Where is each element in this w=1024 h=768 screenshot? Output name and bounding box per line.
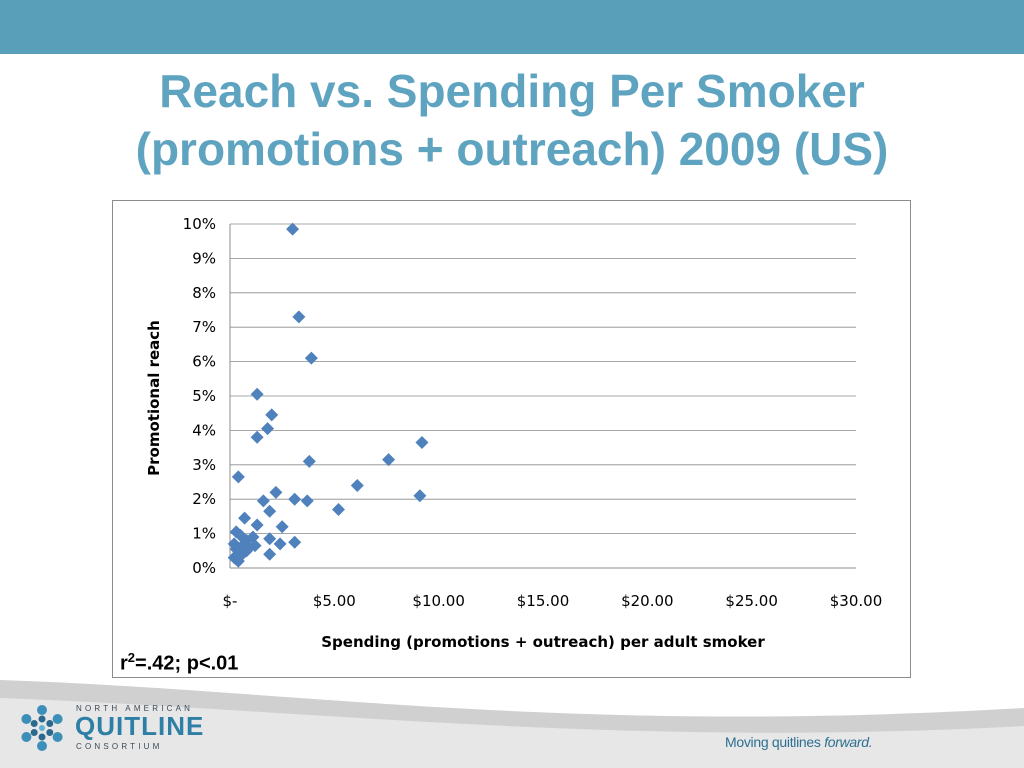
data-point [273,537,287,551]
data-point [288,535,302,549]
slide-title-line-1: Reach vs. Spending Per Smoker [159,65,865,117]
data-point [250,518,264,532]
slide-title: Reach vs. Spending Per Smoker (promotion… [0,62,1024,178]
data-point [256,494,270,508]
snowflake-logo-icon [21,705,63,751]
data-point [288,492,302,506]
top-banner [0,0,1024,54]
scatter-chart: 0% 1% 2% 3% 4% 5% 6% 7% 8% 9% 10% $- $5.00 $10.00 $15.… [145,215,883,651]
data-point [248,539,262,553]
data-point [231,554,245,568]
logo-top-text: NORTH AMERICAN [76,704,194,713]
slide-title-line-2: (promotions + outreach) 2009 (US) [135,123,889,175]
y-tick-label: 5% [192,387,216,405]
data-point [238,511,252,525]
y-tick-label: 8% [192,284,216,302]
data-point [263,532,277,546]
data-point [382,453,396,467]
data-point [231,470,245,484]
y-axis-title: Promotional reach [145,320,163,476]
x-tick-label: $5.00 [313,592,356,610]
data-point [415,435,429,449]
logo-bottom-text: CONSORTIUM [76,742,163,751]
data-point [350,478,364,492]
data-point [250,387,264,401]
stats-superscript: 2 [127,650,136,665]
footer-swoosh [0,680,1024,768]
y-tick-label: 9% [192,249,216,267]
data-point [236,544,250,558]
y-tick-label: 1% [192,525,216,543]
data-point [286,222,300,236]
y-tick-label: 0% [192,559,216,577]
y-tick-label: 7% [192,318,216,336]
x-tick-label: $20.00 [621,592,674,610]
data-point [300,494,314,508]
data-point [263,547,277,561]
data-point [413,489,427,503]
data-point [265,408,279,422]
data-point [263,504,277,518]
data-point [302,454,316,468]
data-point [246,530,260,544]
data-point [332,503,346,517]
x-tick-label: $15.00 [517,592,570,610]
data-point [275,520,289,534]
y-tick-label: 10% [183,215,216,233]
data-point [292,310,306,324]
data-point [269,485,283,499]
x-tick-label: $10.00 [412,592,465,610]
tagline-start: Moving quitlines [725,734,825,750]
stats-values: =.42; p<.01 [135,652,239,675]
quitline-logo: NORTH AMERICAN QUITLINE CONSORTIUM [14,700,204,756]
data-point [227,537,241,551]
logo-main-text: QUITLINE [75,711,205,741]
y-tick-label: 6% [192,353,216,371]
data-point [304,351,318,365]
stats-r: r [120,652,128,675]
data-point [261,422,275,436]
data-point [250,430,264,444]
tagline: Moving quitlines forward. [725,734,873,750]
y-tick-label: 3% [192,456,216,474]
x-tick-label: $- [223,592,238,610]
chart-area: 0% 1% 2% 3% 4% 5% 6% 7% 8% 9% 10% $- $5.00 $10.00 $15.… [112,200,911,678]
x-axis-title: Spending (promotions + outreach) per adu… [321,633,765,651]
x-tick-label: $30.00 [830,592,883,610]
tagline-emphasis: forward. [824,734,873,750]
x-tick-label: $25.00 [725,592,778,610]
y-tick-label: 4% [192,421,216,439]
correlation-stats: r2=.42; p<.01 [120,650,238,676]
y-tick-label: 2% [192,490,216,508]
